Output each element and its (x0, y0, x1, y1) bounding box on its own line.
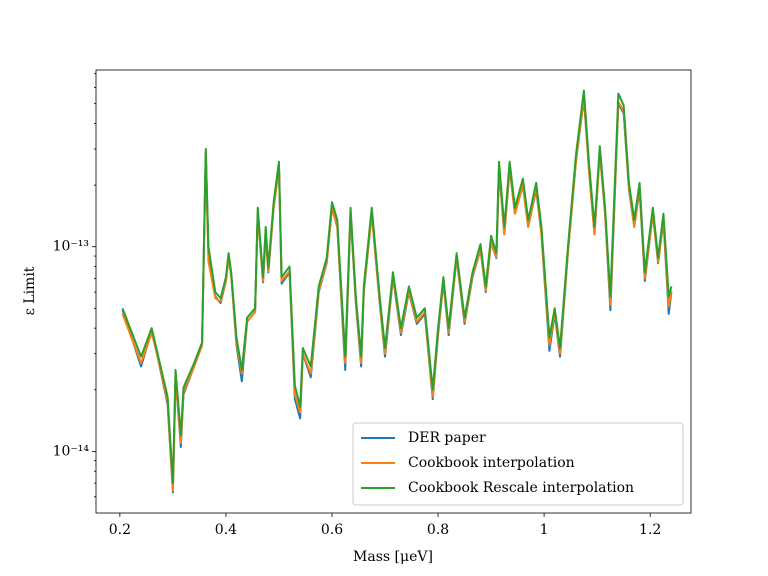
x-tick-label: 1 (540, 522, 549, 538)
legend-box (352, 422, 684, 506)
legend-label: DER paper (408, 430, 486, 446)
x-tick-label: 1.2 (639, 522, 661, 538)
x-tick-label: 0.8 (427, 522, 449, 538)
y-axis-label: ε Limit (22, 266, 38, 315)
series-line (121, 89, 673, 485)
y-tick-label: 10⁻¹⁴ (53, 443, 90, 459)
x-tick-label: 0.4 (215, 522, 237, 538)
x-tick-label: 0.6 (321, 522, 343, 538)
plot-frame (95, 69, 692, 514)
x-axis-label: Mass [μeV] (353, 549, 433, 565)
y-tick-label: 10⁻¹³ (53, 239, 89, 255)
legend-label: Cookbook Rescale interpolation (408, 480, 634, 496)
x-tick-label: 0.2 (109, 522, 131, 538)
legend-label: Cookbook interpolation (408, 455, 575, 471)
